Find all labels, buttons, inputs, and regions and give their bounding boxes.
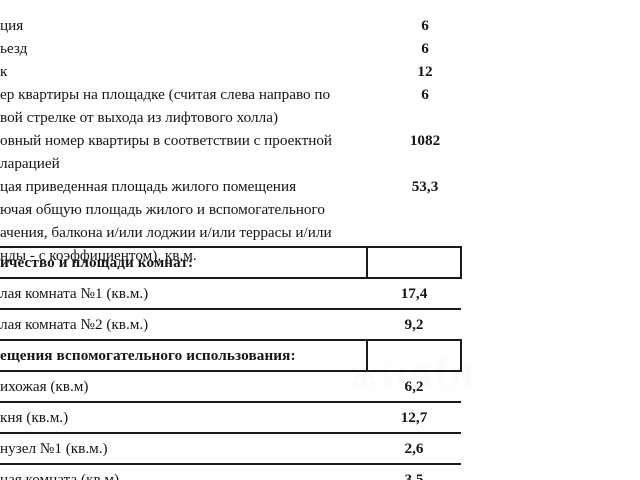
table-row: ная комната (кв.м) 3,5 bbox=[0, 464, 461, 480]
spec-row: к 12 bbox=[0, 60, 462, 83]
row-label-text: нузел №1 (кв.м.) bbox=[0, 439, 108, 457]
row-value: 9,2 bbox=[367, 309, 461, 341]
table-row: лая комната №1 (кв.м.) 17,4 bbox=[0, 278, 461, 310]
spec-label: ция bbox=[0, 17, 24, 34]
spec-row: цая приведенная площадь жилого помещения… bbox=[0, 175, 462, 267]
row-label: ихожая (кв.м) bbox=[0, 371, 367, 403]
row-label: ная комната (кв.м) bbox=[0, 464, 367, 480]
row-value: 6,2 bbox=[367, 371, 461, 403]
table-row: кня (кв.м.) 12,7 bbox=[0, 402, 461, 434]
spec-value: 12 bbox=[417, 63, 433, 80]
section-header-label: ичество и площади комнат: bbox=[0, 246, 368, 279]
section-header-text: ещения вспомогательного использования: bbox=[0, 346, 296, 364]
rooms-table: ичество и площади комнат: лая комната №1… bbox=[0, 246, 462, 480]
row-label-text: кня (кв.м.) bbox=[0, 408, 69, 426]
spec-value: 53,3 bbox=[411, 178, 439, 195]
row-label-text: лая комната №1 (кв.м.) bbox=[0, 284, 149, 302]
spec-value: 6 bbox=[421, 40, 429, 57]
row-label-text: ная комната (кв.м) bbox=[0, 470, 120, 480]
spec-label: ер квартиры на площадке (считая слева на… bbox=[0, 86, 331, 126]
row-value: 2,6 bbox=[367, 433, 461, 465]
spec-row: ция 6 bbox=[0, 14, 462, 37]
section-header-value bbox=[367, 246, 462, 279]
specification-list: ция 6 ьезд 6 к 12 ер квартиры на площадк… bbox=[0, 14, 462, 267]
section-header-value bbox=[367, 339, 462, 372]
row-value: 12,7 bbox=[367, 402, 461, 434]
table-row: нузел №1 (кв.м.) 2,6 bbox=[0, 433, 461, 465]
row-label: лая комната №2 (кв.м.) bbox=[0, 309, 367, 341]
spec-row: ер квартиры на площадке (считая слева на… bbox=[0, 83, 462, 129]
spec-label: цая приведенная площадь жилого помещения… bbox=[0, 178, 332, 264]
row-label-text: лая комната №2 (кв.м.) bbox=[0, 315, 149, 333]
spec-value: 6 bbox=[421, 86, 429, 103]
spec-label: овный номер квартиры в соответствии с пр… bbox=[0, 132, 333, 172]
section-header-text: ичество и площади комнат: bbox=[0, 253, 194, 271]
table-row: ихожая (кв.м) 6,2 bbox=[0, 371, 461, 403]
section-header-label: ещения вспомогательного использования: bbox=[0, 339, 368, 372]
spec-value: 6 bbox=[421, 17, 429, 34]
table-row: лая комната №2 (кв.м.) 9,2 bbox=[0, 309, 461, 341]
spec-row: ьезд 6 bbox=[0, 37, 462, 60]
row-label: нузел №1 (кв.м.) bbox=[0, 433, 367, 465]
row-label: кня (кв.м.) bbox=[0, 402, 367, 434]
spec-value: 1082 bbox=[409, 132, 441, 149]
row-value: 3,5 bbox=[367, 464, 461, 480]
spec-label: к bbox=[0, 63, 8, 80]
row-label: лая комната №1 (кв.м.) bbox=[0, 278, 367, 310]
table-section-header-row: ещения вспомогательного использования: bbox=[0, 339, 462, 372]
row-label-text: ихожая (кв.м) bbox=[0, 377, 89, 395]
table-section-header-row: ичество и площади комнат: bbox=[0, 246, 462, 279]
spec-label: ьезд bbox=[0, 40, 28, 57]
spec-row: овный номер квартиры в соответствии с пр… bbox=[0, 129, 462, 175]
row-value: 17,4 bbox=[367, 278, 461, 310]
